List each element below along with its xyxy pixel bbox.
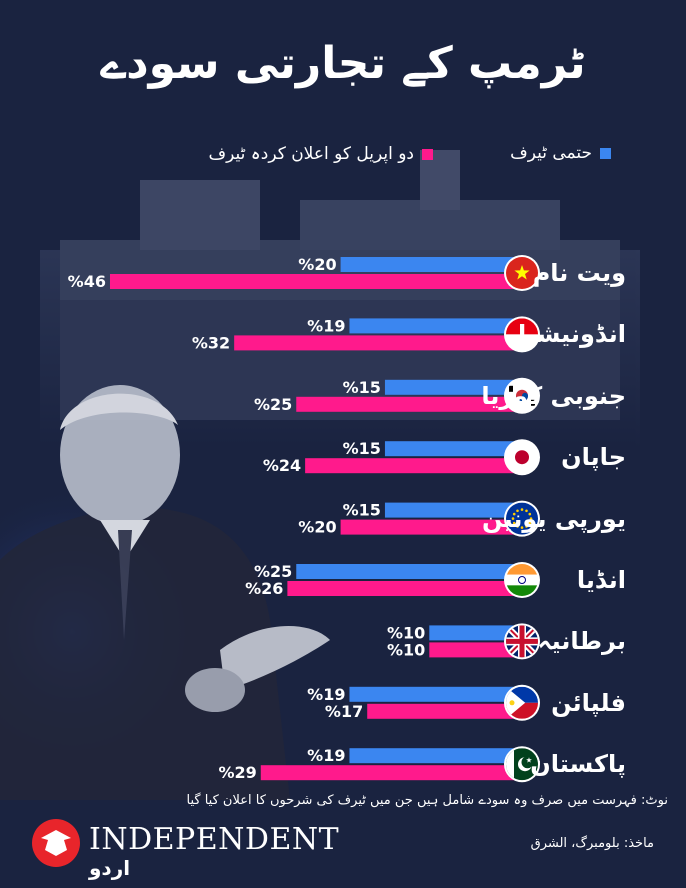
bar-announced-6	[429, 642, 518, 658]
value-label-announced-3: %24	[263, 456, 301, 475]
japan-flag-icon	[504, 439, 540, 476]
south-korea-flag-icon	[504, 377, 540, 414]
bar-final-8	[349, 748, 518, 764]
page-title: ٹرمپ کے تجارتی سودے	[100, 38, 586, 89]
value-label-final-8: %19	[307, 746, 345, 765]
bar-final-3	[384, 441, 518, 457]
legend-announced: دو اپریل کو اعلان کردہ ٹیرف	[209, 143, 433, 169]
country-label: انڈیا	[576, 566, 626, 594]
logo-wordmark: INDEPENDENT	[89, 822, 340, 857]
bar-announced-1	[234, 335, 518, 351]
bar-final-2	[384, 379, 518, 395]
bar-announced-0	[109, 274, 518, 289]
bar-final-7	[349, 686, 518, 702]
value-label-final-7: %19	[307, 685, 345, 704]
value-label-announced-1: %32	[192, 333, 230, 352]
legend-final: حتمی ٹیرف	[510, 143, 611, 169]
bar-announced-5	[287, 581, 518, 596]
country-label: جنوبی کوریا	[481, 381, 626, 410]
bar-announced-7	[367, 703, 518, 719]
bar-final-0	[340, 257, 518, 272]
value-label-announced-6: %10	[387, 640, 425, 659]
value-label-final-4: %15	[343, 501, 381, 520]
value-label-announced-8: %29	[218, 763, 256, 782]
pakistan-flag-icon	[504, 746, 540, 783]
value-label-final-3: %15	[343, 439, 381, 458]
bar-final-4	[384, 502, 518, 518]
country-label: ویت نام	[532, 259, 626, 287]
eu-flag-icon	[504, 500, 540, 537]
country-label: برطانیہ	[537, 627, 626, 656]
independent-eagle-logo-icon	[32, 819, 80, 867]
bar-announced-2	[296, 396, 518, 412]
source-text: ماخذ: بلومبرگ، الشرق	[530, 836, 654, 851]
india-flag-icon	[504, 562, 540, 598]
legend-announced-label: دو اپریل کو اعلان کردہ ٹیرف	[208, 144, 414, 164]
value-label-announced-5: %26	[245, 579, 283, 598]
indonesia-flag-icon	[504, 316, 540, 353]
bar-final-6	[429, 625, 518, 641]
value-label-announced-0: %46	[68, 272, 106, 291]
legend-final-label: حتمی ٹیرف	[510, 143, 592, 163]
trump-photo	[0, 385, 330, 800]
philippines-flag-icon	[504, 684, 540, 721]
value-label-final-2: %15	[343, 378, 381, 397]
country-label: جاپان	[561, 443, 626, 472]
legend-final-swatch	[600, 147, 611, 159]
value-label-announced-4: %20	[298, 518, 336, 537]
bar-announced-4	[340, 519, 518, 535]
legend-announced-swatch	[422, 148, 433, 160]
bar-final-1	[349, 318, 518, 334]
country-label: فلپائن	[551, 688, 626, 717]
value-label-final-1: %19	[307, 316, 345, 335]
value-label-final-5: %25	[254, 562, 292, 581]
value-label-announced-2: %25	[254, 395, 292, 414]
footnote: نوٹ: فہرست میں صرف وہ سودے شامل ہیں جن م…	[186, 793, 668, 808]
logo-subtitle: اردو	[89, 856, 131, 880]
value-label-final-6: %10	[387, 623, 425, 642]
value-label-final-0: %20	[298, 255, 336, 274]
value-label-announced-7: %17	[325, 702, 363, 721]
country-label: پاکستان	[530, 750, 626, 779]
uk-flag-icon	[504, 623, 540, 660]
country-label: یورپی یونین	[482, 504, 626, 533]
bar-announced-8	[260, 765, 518, 781]
country-label: انڈونیشیا	[517, 320, 626, 349]
bar-announced-3	[305, 458, 518, 474]
vietnam-flag-icon	[504, 255, 540, 291]
bar-final-5	[296, 564, 518, 579]
